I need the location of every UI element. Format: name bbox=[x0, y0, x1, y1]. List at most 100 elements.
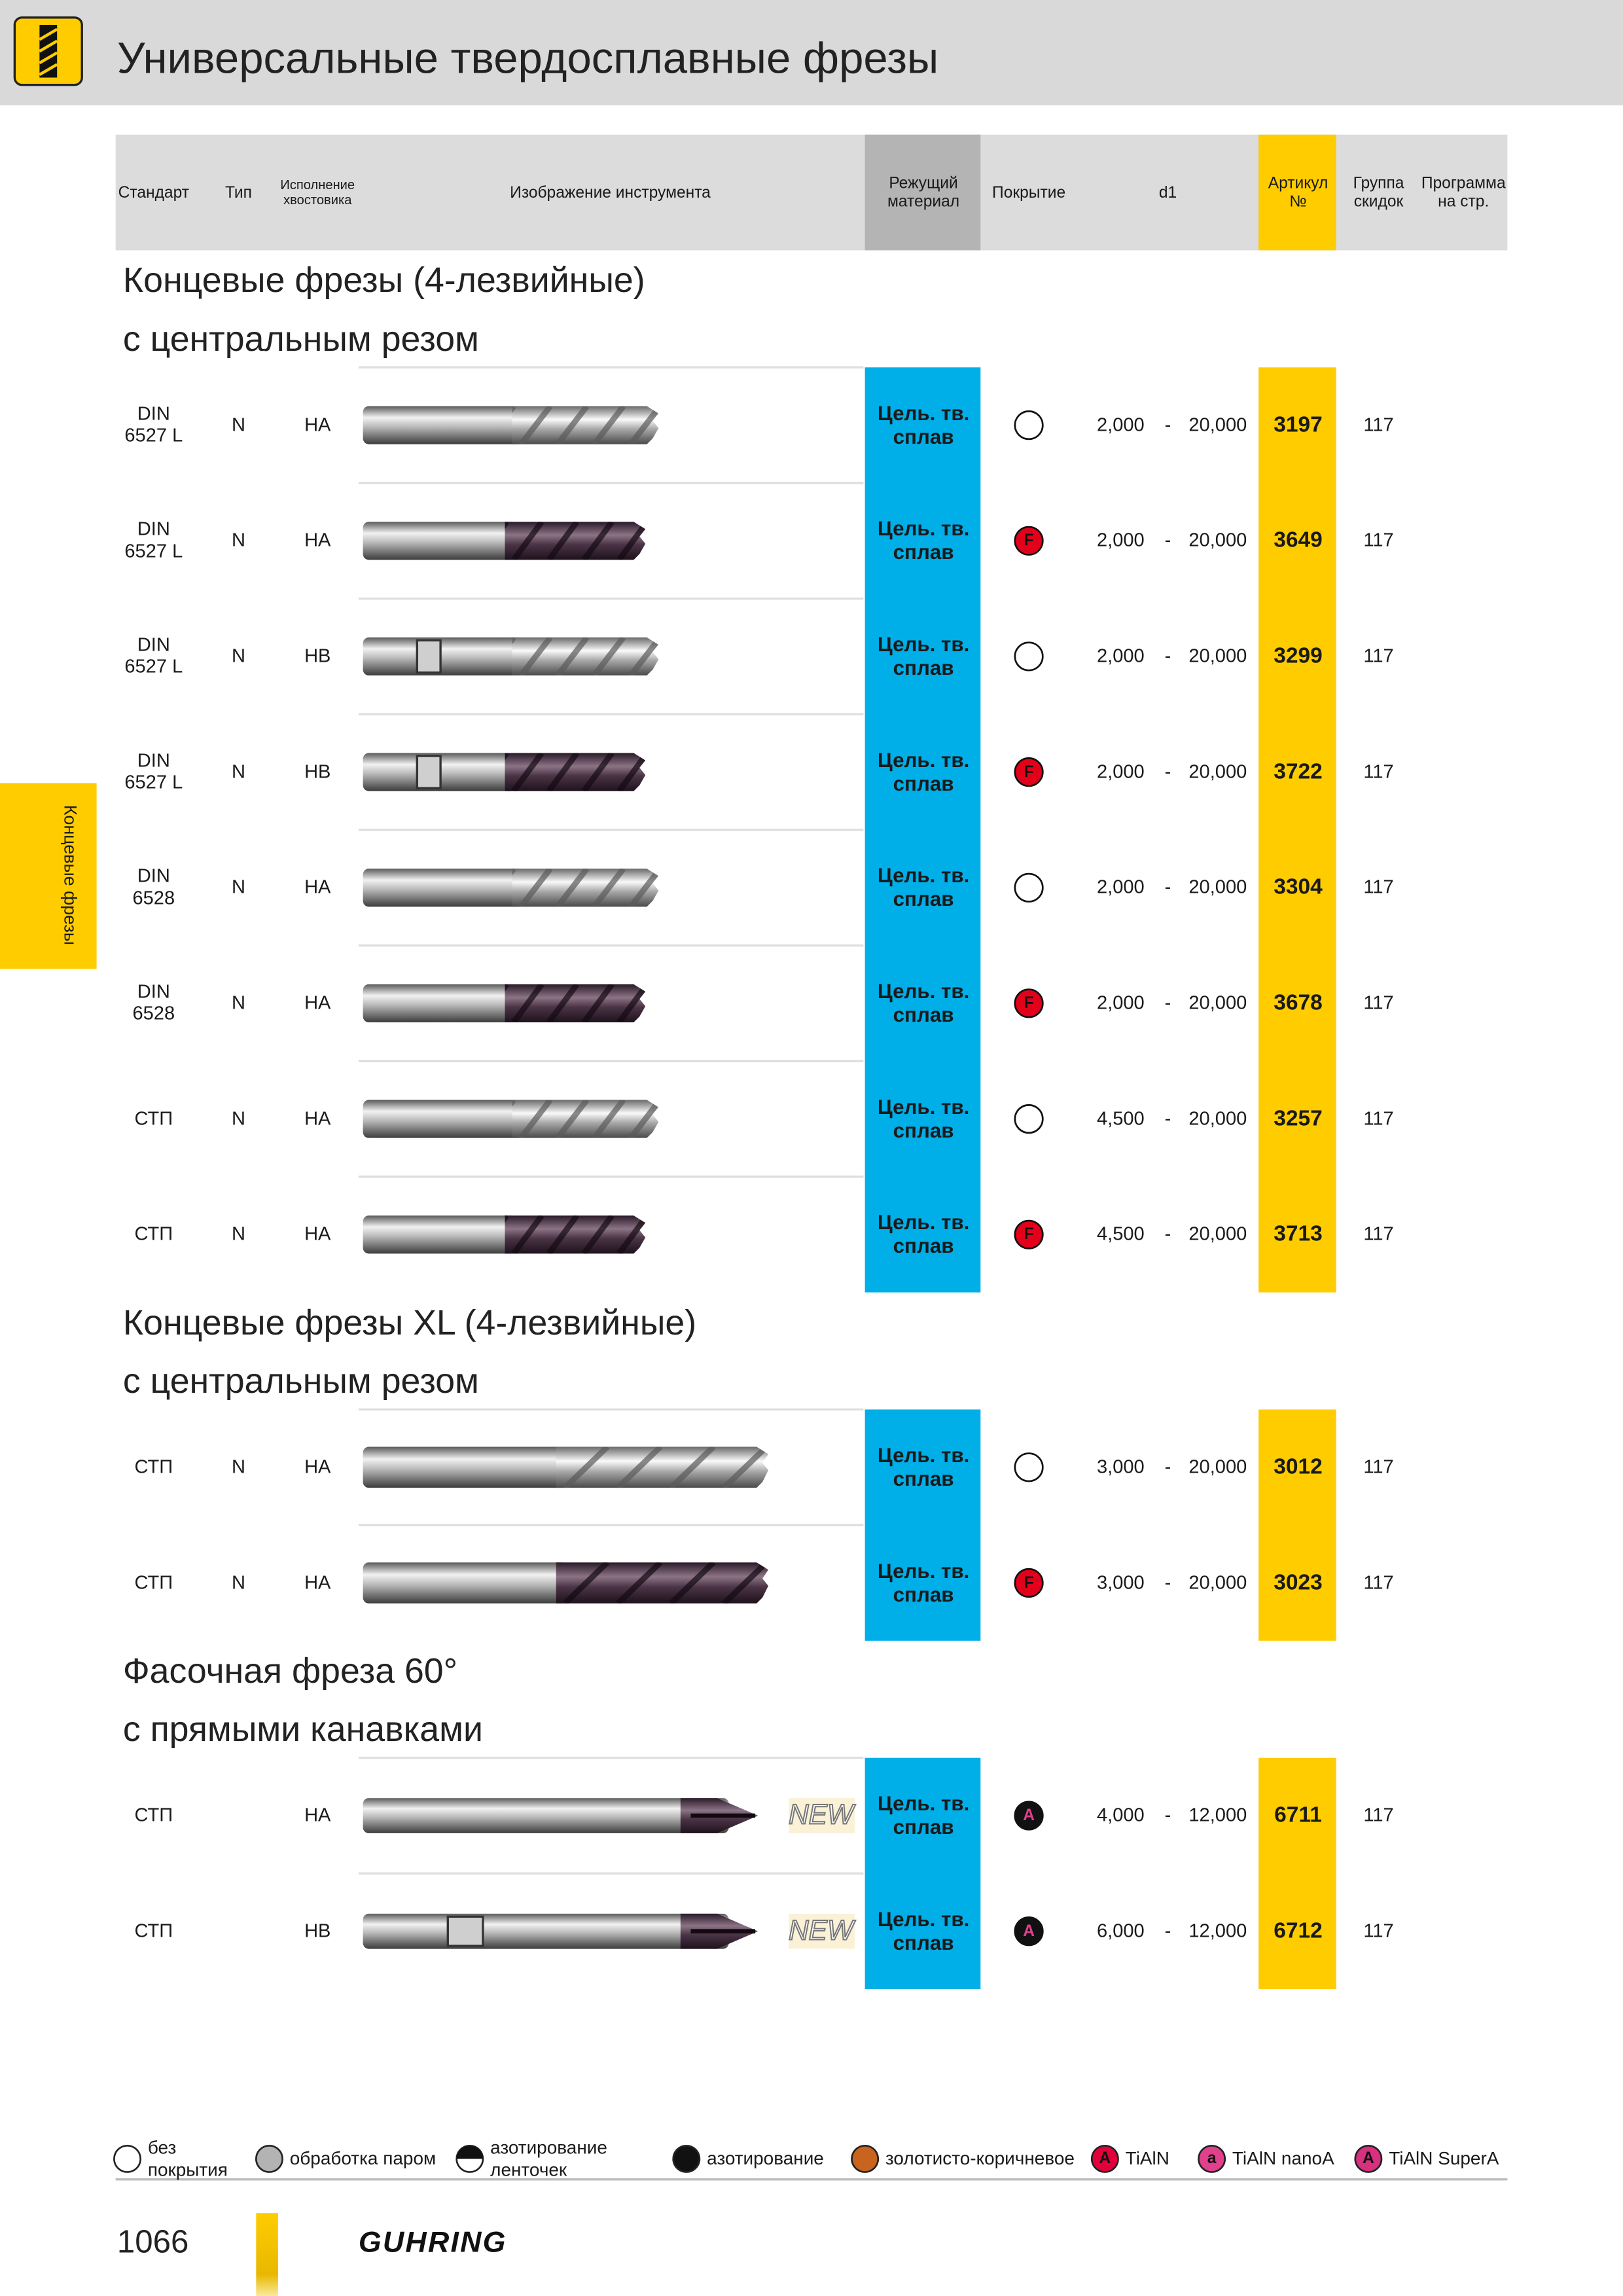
shank: HA bbox=[304, 1107, 331, 1129]
material: Цель. тв. сплав bbox=[877, 864, 970, 911]
shank: HA bbox=[304, 1456, 331, 1478]
standard: СТП bbox=[134, 1223, 173, 1245]
shank: HA bbox=[304, 529, 331, 551]
discount-group: 117 bbox=[1363, 1920, 1394, 1941]
type: N bbox=[232, 529, 245, 551]
discount-group: 117 bbox=[1363, 876, 1394, 898]
coating-icon bbox=[1014, 757, 1044, 787]
discount-group: 117 bbox=[1363, 992, 1394, 1014]
tool-flute bbox=[616, 1215, 646, 1254]
tool-shank bbox=[363, 1215, 517, 1254]
table-header-material bbox=[865, 134, 981, 251]
d1-separator: - bbox=[1164, 1456, 1171, 1478]
coating-letter: A bbox=[1023, 1806, 1035, 1824]
brand-logo: GUHRING bbox=[358, 2226, 507, 2259]
type: N bbox=[232, 1456, 245, 1478]
tool-flute bbox=[616, 522, 646, 560]
tool-flute bbox=[616, 1562, 663, 1604]
d1-max: 20,000 bbox=[1188, 1456, 1247, 1478]
section-subtitle: с центральным резом bbox=[122, 1361, 479, 1401]
d1-max: 20,000 bbox=[1188, 414, 1247, 435]
material: Цель. тв. сплав bbox=[877, 401, 970, 448]
side-tab bbox=[0, 783, 97, 969]
article: 3257 bbox=[1274, 1106, 1323, 1131]
tool-flute bbox=[592, 869, 626, 907]
coating-icon bbox=[1014, 1452, 1044, 1482]
tool-flute bbox=[518, 869, 553, 907]
table-header-article bbox=[1258, 134, 1336, 251]
tool-flat bbox=[446, 1915, 484, 1947]
article: 3649 bbox=[1274, 528, 1323, 552]
tool-flutes bbox=[512, 637, 659, 676]
coating-icon bbox=[1014, 410, 1044, 440]
standard: DIN 6528 bbox=[132, 981, 175, 1024]
tool-flutes bbox=[556, 1446, 769, 1488]
column-header: Артикул № bbox=[1268, 174, 1329, 211]
type: N bbox=[232, 1571, 245, 1593]
tool-flute bbox=[581, 984, 615, 1023]
tool-flute bbox=[592, 1100, 626, 1138]
standard: DIN 6528 bbox=[132, 865, 175, 909]
d1-min: 2,000 bbox=[1096, 992, 1145, 1014]
material: Цель. тв. сплав bbox=[877, 1792, 970, 1839]
coating-icon bbox=[1014, 1219, 1044, 1249]
tool-flute bbox=[511, 984, 544, 1023]
d1-max: 20,000 bbox=[1188, 529, 1247, 551]
coating-icon bbox=[1014, 1568, 1044, 1598]
type: N bbox=[232, 1107, 245, 1129]
coating-icon bbox=[1014, 872, 1044, 903]
article: 3299 bbox=[1274, 643, 1323, 668]
material-column bbox=[865, 367, 981, 1293]
type: N bbox=[232, 761, 245, 782]
article: 3023 bbox=[1274, 1570, 1323, 1595]
d1-max: 20,000 bbox=[1188, 992, 1247, 1014]
column-header: d1 bbox=[1158, 184, 1177, 202]
d1-min: 4,500 bbox=[1096, 1107, 1145, 1129]
legend-icon bbox=[1198, 2144, 1226, 2173]
header-icon-flute bbox=[39, 39, 58, 53]
shank: HA bbox=[304, 1804, 331, 1826]
tool-flute bbox=[628, 1100, 659, 1138]
standard: СТП bbox=[134, 1107, 173, 1129]
tool-flute bbox=[546, 753, 580, 791]
tool-flute bbox=[628, 869, 659, 907]
d1-separator: - bbox=[1164, 529, 1171, 551]
tool-flute bbox=[511, 522, 544, 560]
new-badge-label: NEW bbox=[788, 1914, 854, 1946]
legend-label: азотирование bbox=[707, 2148, 824, 2169]
shank: HB bbox=[304, 1920, 331, 1941]
standard: DIN 6527 L bbox=[124, 750, 183, 793]
d1-separator: - bbox=[1164, 992, 1171, 1014]
standard: СТП bbox=[134, 1920, 173, 1941]
tool-flute bbox=[616, 1446, 663, 1488]
material: Цель. тв. сплав bbox=[877, 1559, 970, 1606]
tool-shank bbox=[363, 869, 524, 907]
legend-label: TiAlN bbox=[1125, 2148, 1169, 2169]
coating-icon bbox=[1014, 1104, 1044, 1134]
section-title: Фасочная фреза 60° bbox=[122, 1651, 458, 1691]
legend-label: без покрытия bbox=[147, 2137, 228, 2180]
discount-group: 117 bbox=[1363, 1107, 1394, 1129]
standard: СТП bbox=[134, 1804, 173, 1826]
coating-letter: F bbox=[1024, 1225, 1034, 1244]
shank: HB bbox=[304, 645, 331, 667]
new-badge bbox=[789, 1913, 855, 1949]
legend-label: азотирование ленточек bbox=[490, 2137, 607, 2180]
tool-flute bbox=[669, 1446, 716, 1488]
section-subtitle: с центральным резом bbox=[122, 319, 479, 359]
coating-letter: A bbox=[1023, 1922, 1035, 1940]
discount-group: 117 bbox=[1363, 1456, 1394, 1478]
material: Цель. тв. сплав bbox=[877, 1095, 970, 1142]
tool-flute bbox=[581, 522, 615, 560]
tool-flute bbox=[628, 406, 659, 444]
tool-flute bbox=[555, 869, 590, 907]
d1-separator: - bbox=[1164, 761, 1171, 782]
d1-separator: - bbox=[1164, 1804, 1171, 1826]
legend-label: обработка паром bbox=[289, 2148, 437, 2169]
page-number: 1066 bbox=[116, 2223, 189, 2260]
article: 3713 bbox=[1274, 1221, 1323, 1246]
tool-shank bbox=[363, 406, 524, 444]
d1-separator: - bbox=[1164, 1571, 1171, 1593]
type: N bbox=[232, 876, 245, 898]
d1-min: 2,000 bbox=[1096, 761, 1145, 782]
